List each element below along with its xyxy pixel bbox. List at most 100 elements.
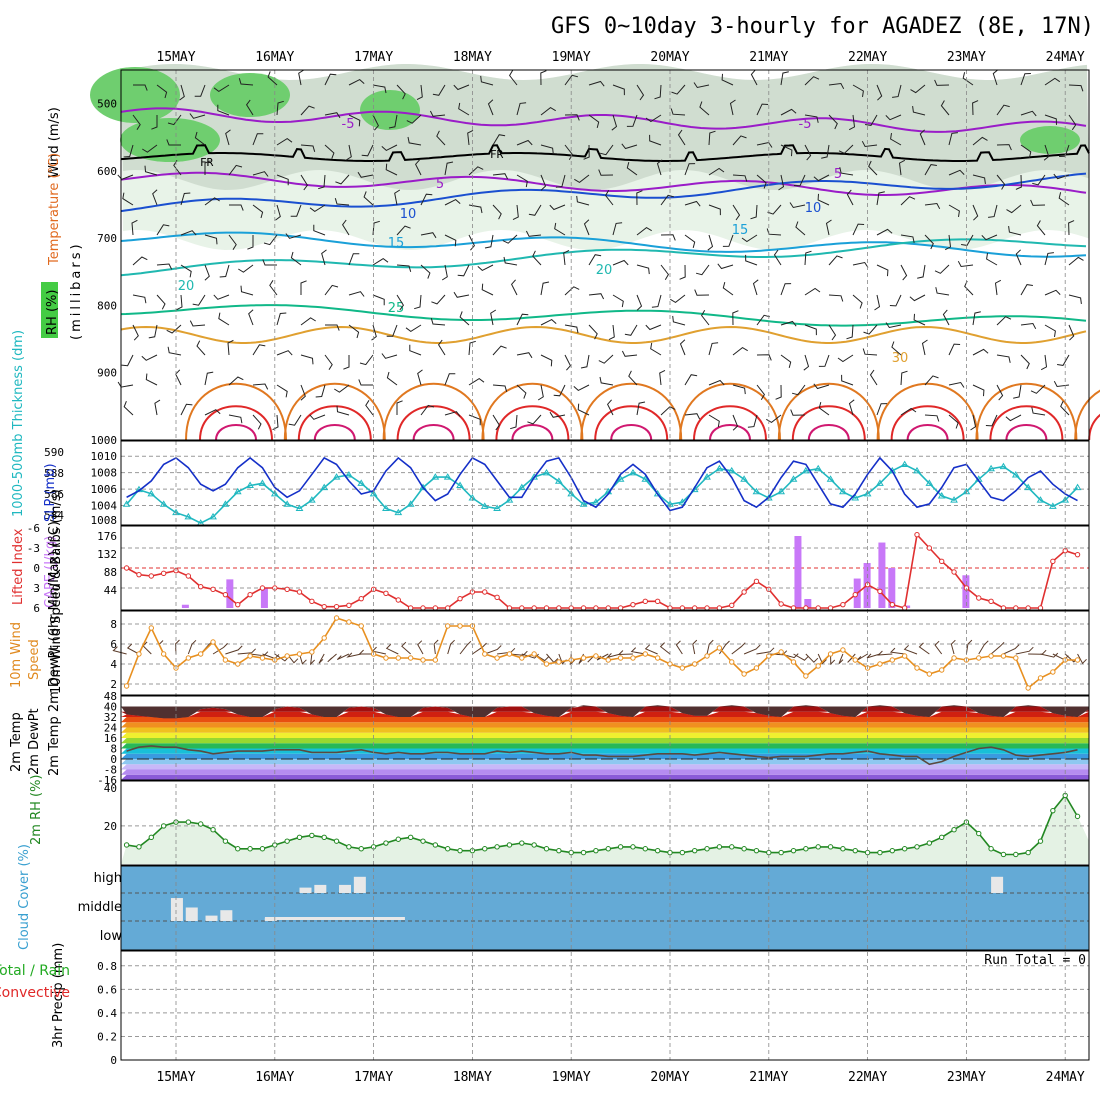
wind-barb [848,399,855,416]
wind-barb [948,343,961,356]
wind-barb [924,202,941,210]
y-tick-label: 584 [44,509,64,522]
wind-barb [540,174,547,191]
thickness-point [554,477,563,484]
wind-speed-point [1000,653,1007,659]
y-tick-label: 20 [104,820,117,833]
wind-barb [996,316,1012,326]
lifted-index-point [914,531,920,538]
boundary-layer-isotherm [791,405,866,441]
panel-frame [120,525,1090,611]
wind-barb [156,294,166,310]
lifted-index-point [951,569,957,575]
wind-speed-point [593,653,599,659]
wind-barb [240,285,254,296]
y-tick-label: 1006 [91,483,118,496]
contour-label: 25 [388,301,405,316]
wind-barb [189,320,206,327]
wind-barb [528,204,542,216]
wind-barb [213,294,230,300]
rh2m-point [901,846,908,852]
thickness-point [209,512,217,520]
rh2m-point [136,844,142,850]
thickness-point [950,496,958,503]
boundary-layer-isotherm [777,382,880,441]
wind-barb [396,294,405,311]
wind-speed-point [926,671,933,677]
ylabel-cloud: Cloud Cover (%) [17,844,32,950]
wind-barb [828,255,843,266]
cloud-high-bar [339,884,352,893]
lifted-index-point [333,603,340,610]
panel-frame [120,69,1090,441]
wind-barb [630,647,646,655]
wind-barb [583,219,590,236]
day-labels-bottom: 15MAY 16MAY 17MAY 18MAY 19MAY 20MAY 21MAY 22MAY… [156,1070,1085,1085]
day-label-top: 17MAY [354,50,393,65]
wind-barb [516,102,527,116]
wind-barb [817,653,827,665]
wind-barb [432,84,446,96]
wind-barb [321,249,327,266]
wind-barb [846,324,854,340]
wind-barb [525,230,542,237]
wind-barb [660,234,676,241]
contour-label: 30 [892,351,909,366]
temp2m-axis-labels: 2m Temp 2m DewPt 2m Temp 2m DewPt (6hr M… [9,521,62,776]
cape-bar [260,588,268,608]
rh2m-point [988,846,994,852]
wind-barb [468,204,483,214]
day-labels-top: 15MAY 16MAY 17MAY 18MAY 19MAY 20MAY 21MAY 22MAY… [156,50,1085,65]
rh2m-point [679,849,686,856]
wind-speed-line [125,617,1078,690]
wind-barb [516,384,527,399]
wind-barb [828,324,837,341]
thickness-point [789,475,798,482]
wind-barb [131,219,138,236]
wind-barb [252,204,264,219]
lifted-index-point [877,588,883,595]
wind-speed-point [519,655,525,661]
ylabel-wind10m-b: Speed [27,639,42,680]
wind-barb [852,223,865,236]
wind-barb [327,653,337,663]
wind-barb [990,641,1005,655]
wind-barb [789,202,806,209]
lifted-index-point [136,571,142,578]
thickness-point [1011,471,1020,478]
wind-barb [996,104,1010,116]
cape-bar [804,599,812,608]
y-tick-label: 0.2 [97,1030,117,1043]
rh2m-point [346,844,352,850]
thickness-point [246,481,254,488]
wind-barb [247,235,254,250]
legend-total-rain: Total / Rain [0,963,70,979]
wind-speed-point [914,665,920,671]
wind-barb [1020,73,1031,86]
rh2m-point [914,844,920,850]
thickness-point [345,471,353,478]
wind-barb [965,639,973,655]
lifted-index-point [247,591,253,598]
wind-barb [468,377,485,386]
wind-barb [942,309,950,326]
wind-barb [555,174,566,188]
wind-barb [732,174,748,182]
wind-barb [204,264,210,281]
wind-barb [828,82,845,90]
y-tick-label: 4 [110,658,117,671]
boundary-layer-isotherm [511,424,554,441]
rh2m-point [692,847,698,854]
lifted-index-point [185,573,192,579]
wind-barb [918,642,930,655]
thickness-point [715,464,724,472]
wind-barb [490,309,497,326]
wind-speed-point [531,651,537,657]
thickness-line [125,463,1079,524]
wind-barb [300,280,307,295]
wind-barb [804,250,812,266]
day-label-bottom: 22MAY [848,1070,887,1085]
wind-barb [677,129,686,146]
wind-barb [804,144,812,161]
wind-barb [1068,220,1075,236]
